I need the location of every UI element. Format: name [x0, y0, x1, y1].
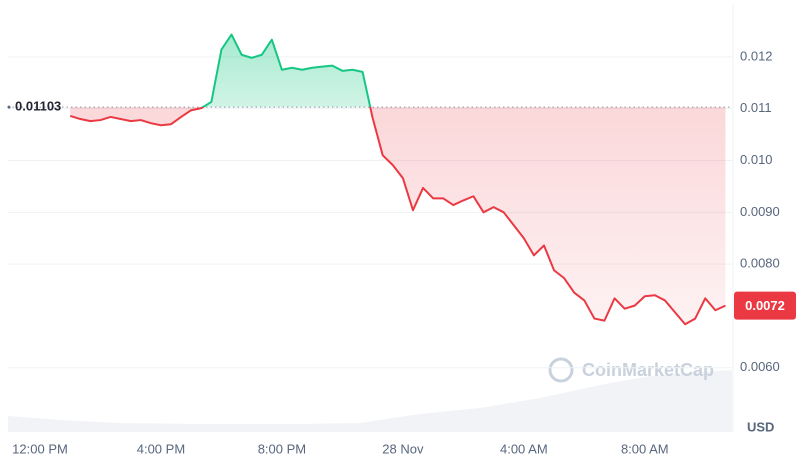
x-tick-label: 4:00 PM — [137, 441, 185, 456]
y-tick-label: 0.010 — [740, 152, 773, 167]
price-box-label: 0.0072 — [745, 298, 785, 313]
y-tick-label: 0.012 — [740, 48, 773, 63]
x-tick-label: 12:00 PM — [12, 441, 68, 456]
y-tick-label: 0.011 — [740, 100, 772, 115]
y-tick-label: 0.0060 — [740, 359, 780, 374]
price-line — [69, 33, 726, 326]
baseline-dot — [7, 105, 11, 109]
y-axis-label: USD — [747, 419, 774, 434]
x-tick-label: 28 Nov — [382, 441, 424, 456]
y-tick-label: 0.0080 — [740, 256, 780, 271]
area — [70, 34, 726, 325]
x-tick-label: 8:00 AM — [621, 441, 669, 456]
watermark: CoinMarketCap — [548, 357, 714, 383]
watermark-text: CoinMarketCap — [582, 360, 714, 380]
volume-area — [8, 370, 732, 432]
watermark-logo — [548, 357, 574, 383]
x-tick-label: 8:00 PM — [258, 441, 306, 456]
price-box — [734, 291, 796, 320]
y-tick-label: 0.0090 — [740, 204, 780, 219]
x-tick-label: 4:00 AM — [500, 441, 548, 456]
baseline-label: 0.01103 — [15, 99, 61, 114]
